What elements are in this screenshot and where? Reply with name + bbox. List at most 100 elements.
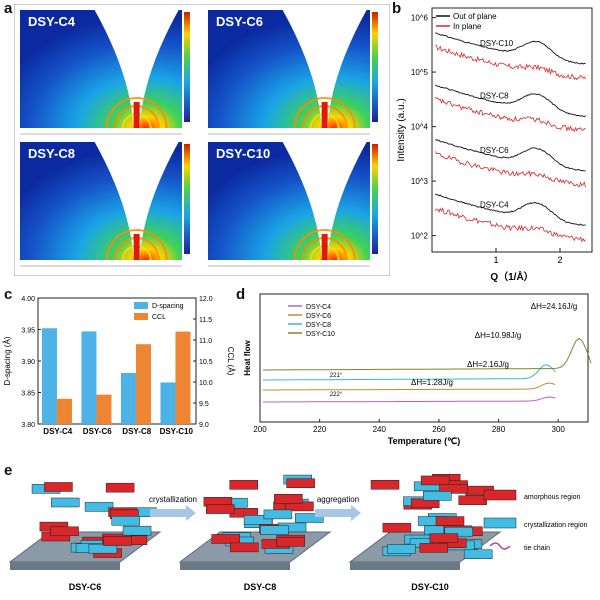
process-label: aggregation bbox=[317, 495, 359, 504]
y-axis-label: Intensity (a.u.) bbox=[396, 98, 407, 161]
x-tick-label: DSY-C8 bbox=[122, 427, 151, 436]
y2-tick-label: 11.5 bbox=[199, 317, 212, 324]
y2-axis-label: CCL (Å) bbox=[226, 347, 235, 376]
colorbar bbox=[372, 144, 378, 254]
bar-dspacing bbox=[41, 328, 57, 424]
y-tick-label: 10^6 bbox=[411, 14, 429, 23]
substrate-side bbox=[350, 562, 460, 570]
legend-label: In plane bbox=[453, 22, 482, 31]
curve-in-plane-DSY-C6 bbox=[434, 151, 586, 188]
amorphous-lamella bbox=[105, 482, 135, 493]
y-axis-label: Heat flow bbox=[243, 339, 252, 375]
tile-label-c4: DSY-C4 bbox=[28, 14, 75, 29]
amorphous-lamella bbox=[230, 542, 259, 553]
legend-label: Out of plane bbox=[453, 12, 497, 21]
y-tick-label: 10^3 bbox=[411, 177, 429, 186]
bar-ccl bbox=[175, 331, 191, 424]
diffraction-ring bbox=[293, 97, 356, 129]
legend-swatch bbox=[134, 302, 148, 309]
crystal-lamella bbox=[295, 513, 324, 523]
process-arrow bbox=[315, 505, 361, 521]
bar-dspacing bbox=[81, 331, 97, 424]
curve-out-of-plane-DSY-C8 bbox=[435, 84, 586, 118]
bar-ccl bbox=[56, 398, 72, 424]
gisaxs-panel bbox=[14, 4, 390, 276]
beamstop-streak bbox=[321, 102, 328, 128]
legend-tie-swatch bbox=[489, 542, 511, 550]
bar-dspacing bbox=[160, 382, 176, 424]
chart-c: 3.80 3.85 3.90 3.95 4.00 9.0 9.5 10.0 10.5 11.0 11… bbox=[3, 296, 235, 436]
tile-label-c8: DSY-C8 bbox=[28, 146, 75, 161]
plot-frame bbox=[431, 7, 593, 253]
morphology-block bbox=[8, 482, 162, 570]
y2-tick-label: 12.0 bbox=[199, 296, 213, 303]
legend-label: DSY-C10 bbox=[306, 331, 335, 338]
amorphous-lamella bbox=[211, 534, 241, 544]
colorbar bbox=[184, 12, 190, 122]
amorphous-lamella bbox=[44, 482, 73, 492]
colorbar bbox=[184, 144, 190, 254]
legend-label: tie chain bbox=[524, 545, 550, 552]
legend-label: D-spacing bbox=[152, 303, 184, 310]
crystal-lamella bbox=[88, 543, 118, 554]
y-tick-label: 10^4 bbox=[411, 123, 429, 132]
dsc-curve-DSY-C8 bbox=[263, 364, 556, 381]
amorphous-lamella bbox=[435, 516, 465, 526]
series-label: DSY-C8 bbox=[480, 91, 509, 100]
y-axis-label: D-spacing (Å) bbox=[3, 336, 12, 385]
bar-ccl bbox=[96, 394, 112, 424]
x-tick-label: DSY-C10 bbox=[160, 427, 194, 436]
amorphous-lamella bbox=[420, 475, 450, 486]
crystal-lamella bbox=[260, 525, 289, 535]
missing-wedge bbox=[94, 142, 179, 260]
panel-label-d: d bbox=[236, 286, 246, 303]
y-tick-label: 10^2 bbox=[411, 232, 429, 241]
x-tick-label: 200 bbox=[253, 425, 267, 434]
panel-label-a: a bbox=[4, 0, 13, 17]
morphology-block bbox=[348, 474, 502, 570]
panel-label-c: c bbox=[4, 286, 13, 303]
bar-dspacing bbox=[120, 372, 136, 424]
curve-out-of-plane-DSY-C6 bbox=[434, 139, 586, 172]
annotation: ΔH=24.16J/g bbox=[531, 302, 577, 311]
y-tick-label: 10^5 bbox=[411, 68, 429, 77]
series-label: DSY-C4 bbox=[480, 200, 509, 209]
curve-out-of-plane-DSY-C4 bbox=[434, 193, 586, 226]
x-tick-label: DSY-C4 bbox=[43, 427, 72, 436]
y-tick-label: 3.90 bbox=[21, 359, 35, 366]
y2-tick-label: 9.0 bbox=[199, 422, 209, 429]
y2-tick-label: 11.0 bbox=[199, 338, 212, 345]
chart-d: 200 220 240 260 280 300 Temperature (℃) Heat fl… bbox=[243, 293, 592, 446]
y2-tick-label: 10.0 bbox=[199, 380, 213, 387]
crystal-lamella bbox=[463, 549, 493, 560]
x-tick-label: 280 bbox=[492, 425, 506, 434]
crystal-lamella bbox=[444, 526, 473, 537]
beamstop-streak bbox=[321, 234, 328, 260]
y2-tick-label: 9.5 bbox=[199, 401, 209, 408]
x-tick-label: 240 bbox=[373, 425, 387, 434]
x-tick-label: 220 bbox=[313, 425, 327, 434]
crystal-lamella bbox=[84, 502, 114, 512]
amorphous-lamella bbox=[205, 504, 235, 514]
process-label: crystallization bbox=[149, 495, 197, 504]
legend-amorphous-swatch bbox=[483, 489, 517, 501]
scattering-image-4 bbox=[208, 142, 378, 267]
missing-wedge bbox=[282, 10, 367, 128]
missing-wedge bbox=[94, 10, 179, 128]
x-tick-label: DSY-C6 bbox=[83, 427, 112, 436]
curve-out-of-plane-DSY-C10 bbox=[435, 32, 586, 65]
y-tick-label: 3.95 bbox=[21, 328, 35, 335]
beamstop-streak bbox=[133, 234, 140, 260]
tile-label-c6: DSY-C6 bbox=[216, 14, 263, 29]
legend-label: amorphous region bbox=[524, 494, 581, 501]
dsc-curve-DSY-C4 bbox=[263, 396, 556, 403]
crystal-lamella bbox=[50, 497, 80, 508]
legend-label: DSY-C4 bbox=[306, 304, 331, 311]
bar-ccl bbox=[135, 344, 151, 424]
diffraction-ring bbox=[293, 229, 356, 261]
scattering-image-2 bbox=[208, 10, 378, 135]
crystal-lamella bbox=[263, 509, 293, 520]
y2-tick-label: 10.5 bbox=[199, 359, 213, 366]
scattering-image-1 bbox=[20, 10, 190, 135]
crystal-lamella bbox=[243, 515, 273, 525]
